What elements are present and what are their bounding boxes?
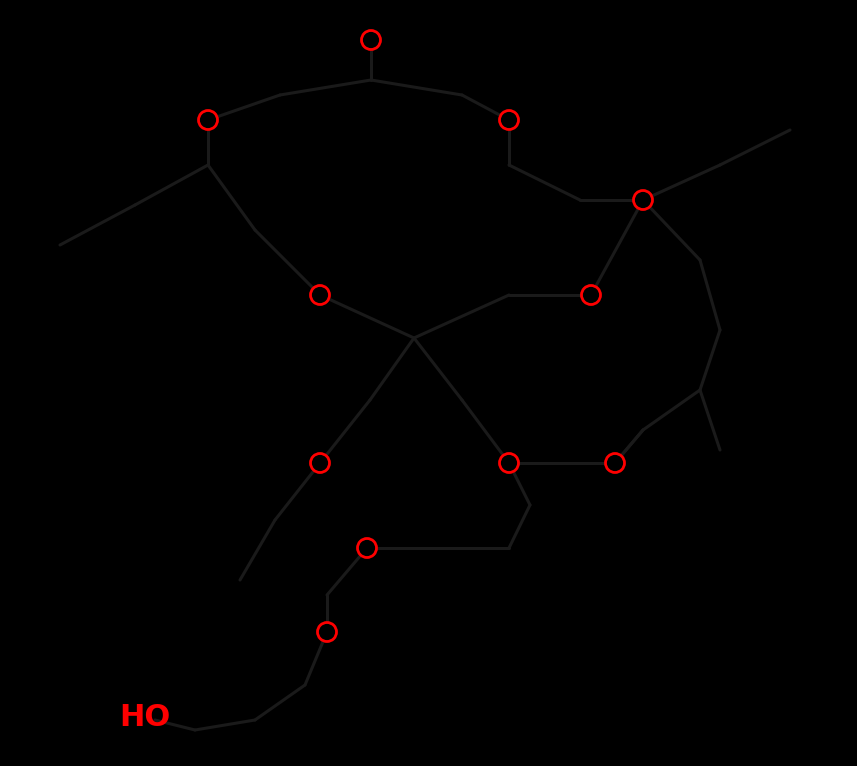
Circle shape: [500, 110, 518, 129]
Circle shape: [633, 191, 652, 209]
Circle shape: [317, 623, 337, 641]
Circle shape: [500, 453, 518, 473]
Circle shape: [362, 31, 381, 50]
Circle shape: [606, 453, 625, 473]
Text: HO: HO: [119, 703, 171, 732]
Circle shape: [582, 286, 601, 305]
Circle shape: [199, 110, 218, 129]
Circle shape: [357, 538, 376, 558]
Circle shape: [310, 453, 329, 473]
Circle shape: [310, 286, 329, 305]
